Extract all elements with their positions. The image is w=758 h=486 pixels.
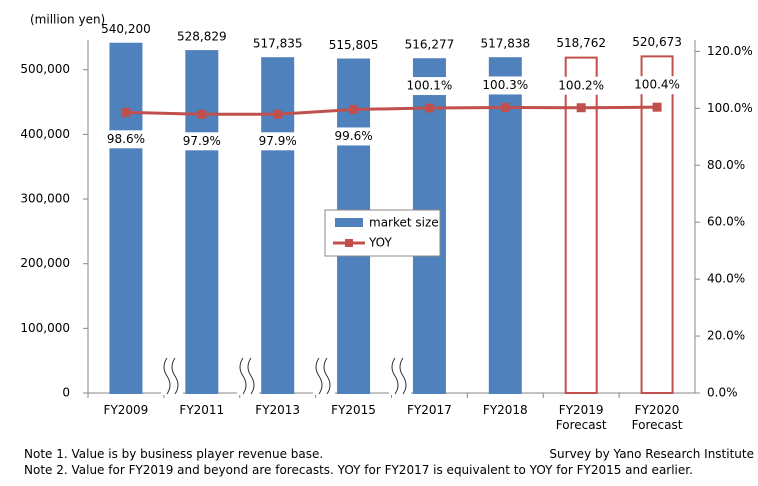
- y2-tick-label: 80.0%: [707, 158, 745, 172]
- point: [576, 103, 586, 113]
- point: [273, 109, 283, 119]
- bar: [109, 42, 143, 394]
- break-mark: [171, 357, 179, 395]
- y2-tick-label: 100.0%: [707, 101, 753, 115]
- point-label: 97.9%: [183, 134, 221, 148]
- break-mark: [391, 357, 399, 395]
- point: [652, 102, 662, 112]
- x-tick-label: FY2009: [103, 403, 149, 417]
- note: Note 1. Value is by business player reve…: [24, 447, 324, 461]
- y2-tick-label: 120.0%: [707, 44, 753, 58]
- label-bg: [481, 76, 530, 95]
- y-tick-label: 300,000: [20, 192, 70, 206]
- y-tick-label: 400,000: [20, 127, 70, 141]
- y-unit: (million yen): [30, 13, 105, 27]
- legend-swatch: [335, 218, 363, 227]
- y2-tick-label: 0.0%: [707, 386, 738, 400]
- x-tick-label: FY2020 Forecast: [631, 403, 683, 432]
- bar-label: 540,200: [101, 22, 151, 36]
- break-mark: [323, 357, 331, 395]
- bar: [488, 57, 522, 394]
- break-mark: [163, 357, 171, 395]
- break-mark: [247, 357, 255, 395]
- break-gap: [389, 355, 411, 395]
- point-label: 97.9%: [259, 134, 297, 148]
- label-bg: [177, 132, 226, 151]
- point: [197, 109, 207, 119]
- bar-label: 515,805: [329, 38, 379, 52]
- bar: [185, 50, 219, 394]
- legend-swatch: [345, 239, 353, 247]
- legend-box: [324, 209, 441, 257]
- x-tick-label: FY2013: [255, 403, 301, 417]
- break-mark: [315, 357, 323, 395]
- point-label: 100.1%: [407, 79, 453, 93]
- point: [424, 103, 434, 113]
- y-tick-label: 0: [62, 386, 70, 400]
- bar-label: 520,673: [632, 35, 682, 49]
- note: Note 2. Value for FY2019 and beyond are …: [24, 463, 693, 477]
- y-tick-label: 500,000: [20, 62, 70, 76]
- x-tick-label: FY2018: [482, 403, 528, 417]
- bar: [261, 57, 295, 395]
- bar-label: 517,835: [253, 37, 303, 51]
- label-bg: [253, 132, 302, 151]
- break-gap: [313, 355, 335, 395]
- legend-label: YOY: [368, 236, 392, 250]
- legend-label: market size: [369, 216, 439, 230]
- point-label: 100.4%: [634, 78, 680, 92]
- break-gap: [161, 355, 183, 395]
- bar-label: 516,277: [405, 38, 455, 52]
- y-tick-label: 200,000: [20, 256, 70, 270]
- point-label: 100.2%: [558, 78, 604, 92]
- point: [349, 104, 359, 114]
- point-label: 100.3%: [482, 78, 528, 92]
- break-mark: [399, 357, 407, 395]
- label-bg: [101, 130, 150, 149]
- point-label: 99.6%: [335, 129, 373, 143]
- x-tick-label: FY2015: [331, 403, 376, 417]
- point-label: 98.6%: [107, 132, 145, 146]
- label-bg: [405, 77, 454, 96]
- x-tick-label: FY2019 Forecast: [555, 403, 607, 432]
- y2-tick-label: 20.0%: [707, 329, 745, 343]
- break-mark: [239, 357, 247, 395]
- bar-label: 518,762: [556, 36, 606, 50]
- point: [121, 107, 131, 117]
- bar-label: 528,829: [177, 30, 227, 44]
- y-tick-label: 100,000: [20, 321, 70, 335]
- source: Survey by Yano Research Institute: [549, 447, 754, 461]
- point: [500, 102, 510, 112]
- bar: [564, 56, 598, 394]
- x-tick-label: FY2017: [407, 403, 452, 417]
- bar-label: 517,838: [481, 37, 531, 51]
- x-tick-label: FY2011: [179, 403, 225, 417]
- label-bg: [557, 76, 606, 95]
- bar: [640, 55, 674, 394]
- label-bg: [633, 76, 682, 95]
- y2-tick-label: 40.0%: [707, 272, 745, 286]
- line: [125, 105, 658, 116]
- y2-tick-label: 60.0%: [707, 215, 745, 229]
- break-gap: [237, 355, 259, 395]
- label-bg: [329, 127, 378, 146]
